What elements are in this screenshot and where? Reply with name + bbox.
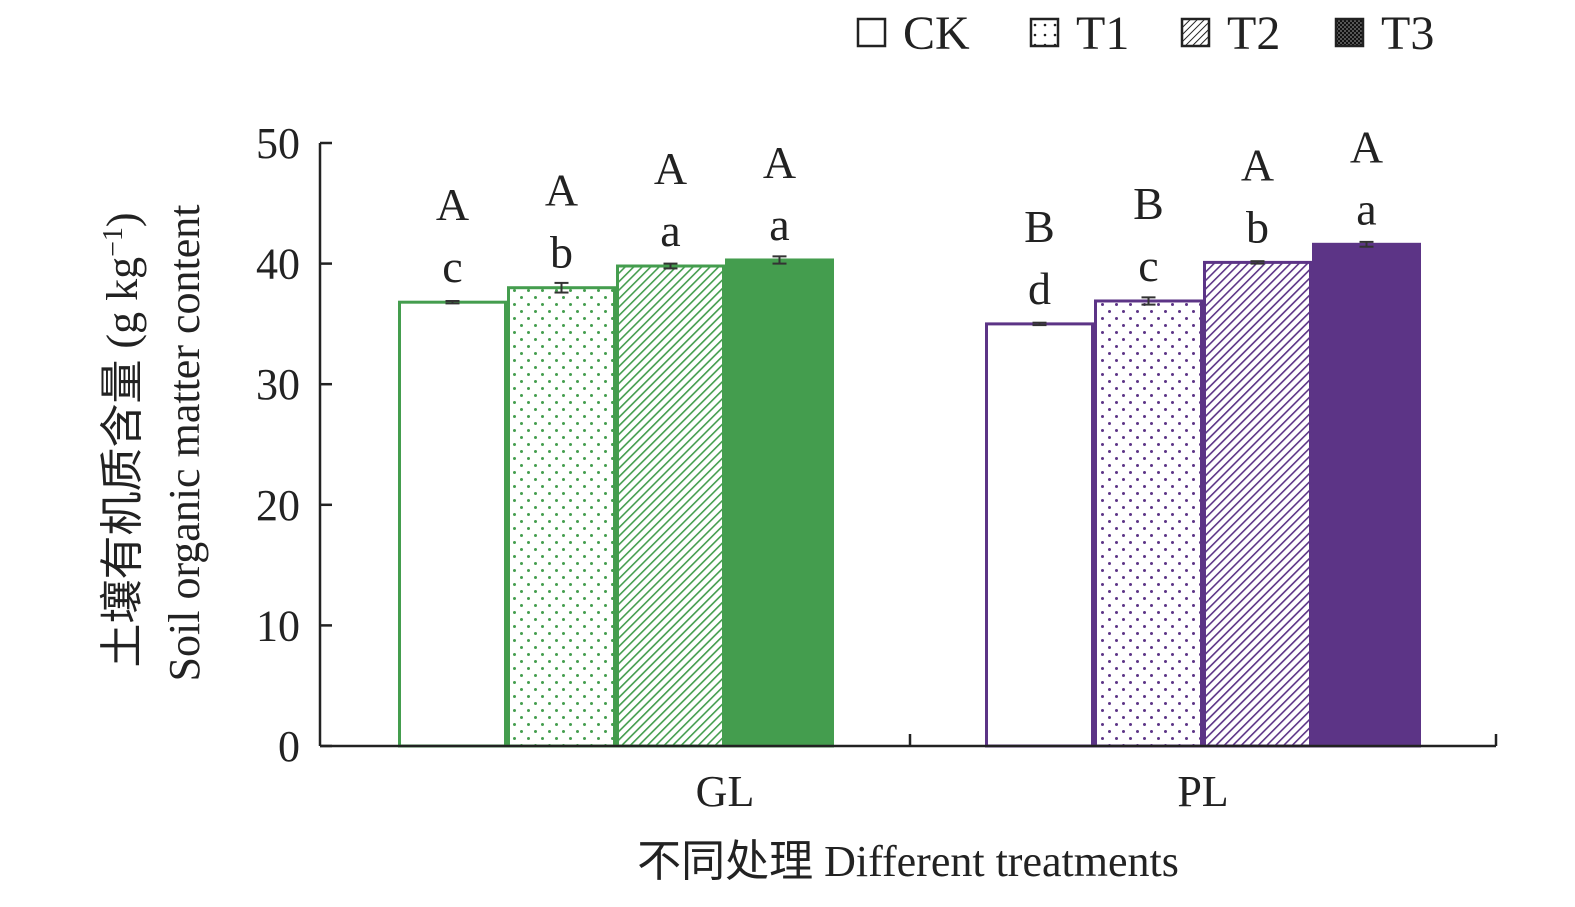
error-bar-pl-t1	[1141, 296, 1156, 306]
legend-label: CK	[903, 7, 970, 60]
sig-letter-upper: A	[545, 165, 578, 216]
legend: CK T1 T2 T3	[856, 7, 1434, 60]
legend-item-ck: CK	[856, 7, 970, 60]
y-axis-title-en: Soil organic matter content	[160, 205, 209, 682]
legend-swatch	[1334, 17, 1365, 48]
sig-letter-upper: A	[436, 179, 469, 230]
y-tick-label: 40	[256, 240, 300, 289]
bar-gl-t2	[616, 264, 725, 748]
y-axis-title-cn: 土壤有机质含量 (g kg−1)	[98, 212, 148, 667]
bars-layer	[398, 240, 1421, 748]
sig-letter-upper: A	[654, 143, 687, 194]
error-bar-gl-t3	[772, 255, 787, 265]
sig-letter-lower: d	[1028, 263, 1051, 314]
error-bar-gl-t2	[663, 262, 678, 270]
sig-letter-lower: a	[1356, 183, 1376, 234]
bar-pl-t3	[1312, 242, 1421, 748]
bar-gl-t1	[507, 286, 616, 748]
sig-letter-upper: A	[1241, 139, 1274, 190]
y-tick-label: 10	[256, 601, 300, 650]
legend-swatch	[856, 17, 887, 48]
sig-letter-lower: b	[550, 227, 573, 278]
sig-letter-upper: B	[1024, 201, 1055, 252]
y-tick-label: 20	[256, 481, 300, 530]
bar-pl-t1	[1094, 299, 1203, 748]
y-ticks: 0 10 20 30 40 50	[256, 119, 1498, 771]
legend-item-t2: T2	[1180, 7, 1280, 60]
y-tick-label: 30	[256, 360, 300, 409]
y-tick-label: 50	[256, 119, 300, 168]
bar-gl-ck	[398, 300, 507, 748]
x-axis-title: 不同处理 Different treatments	[637, 837, 1179, 886]
error-bar-gl-ck	[445, 299, 460, 305]
bar-gl-t3	[725, 258, 834, 748]
bar-pl-ck	[985, 322, 1094, 748]
x-category-label: GL	[696, 767, 755, 816]
axes-layer	[318, 143, 1496, 748]
x-category-label: PL	[1177, 767, 1228, 816]
error-bar-gl-t1	[554, 281, 569, 294]
sig-letter-upper: B	[1133, 178, 1164, 229]
legend-label: T2	[1227, 7, 1280, 60]
legend-item-t1: T1	[1029, 7, 1129, 60]
error-bar-pl-t2	[1250, 260, 1265, 265]
sig-letter-lower: c	[442, 241, 462, 292]
legend-label: T3	[1381, 7, 1434, 60]
sig-letter-lower: b	[1246, 201, 1269, 252]
sig-letter-upper: A	[763, 137, 796, 188]
sig-letter-lower: a	[660, 205, 680, 256]
legend-swatch	[1029, 17, 1060, 48]
error-bar-pl-ck	[1032, 321, 1047, 327]
sig-letter-lower: a	[769, 199, 789, 250]
y-tick-label: 0	[278, 722, 300, 771]
sig-letter-upper: A	[1350, 121, 1383, 172]
legend-item-t3: T3	[1334, 7, 1434, 60]
legend-swatch	[1180, 17, 1211, 48]
error-bar-pl-t3	[1359, 240, 1374, 248]
legend-label: T1	[1076, 7, 1129, 60]
sig-letter-lower: c	[1138, 240, 1158, 291]
bar-pl-t2	[1203, 260, 1312, 748]
